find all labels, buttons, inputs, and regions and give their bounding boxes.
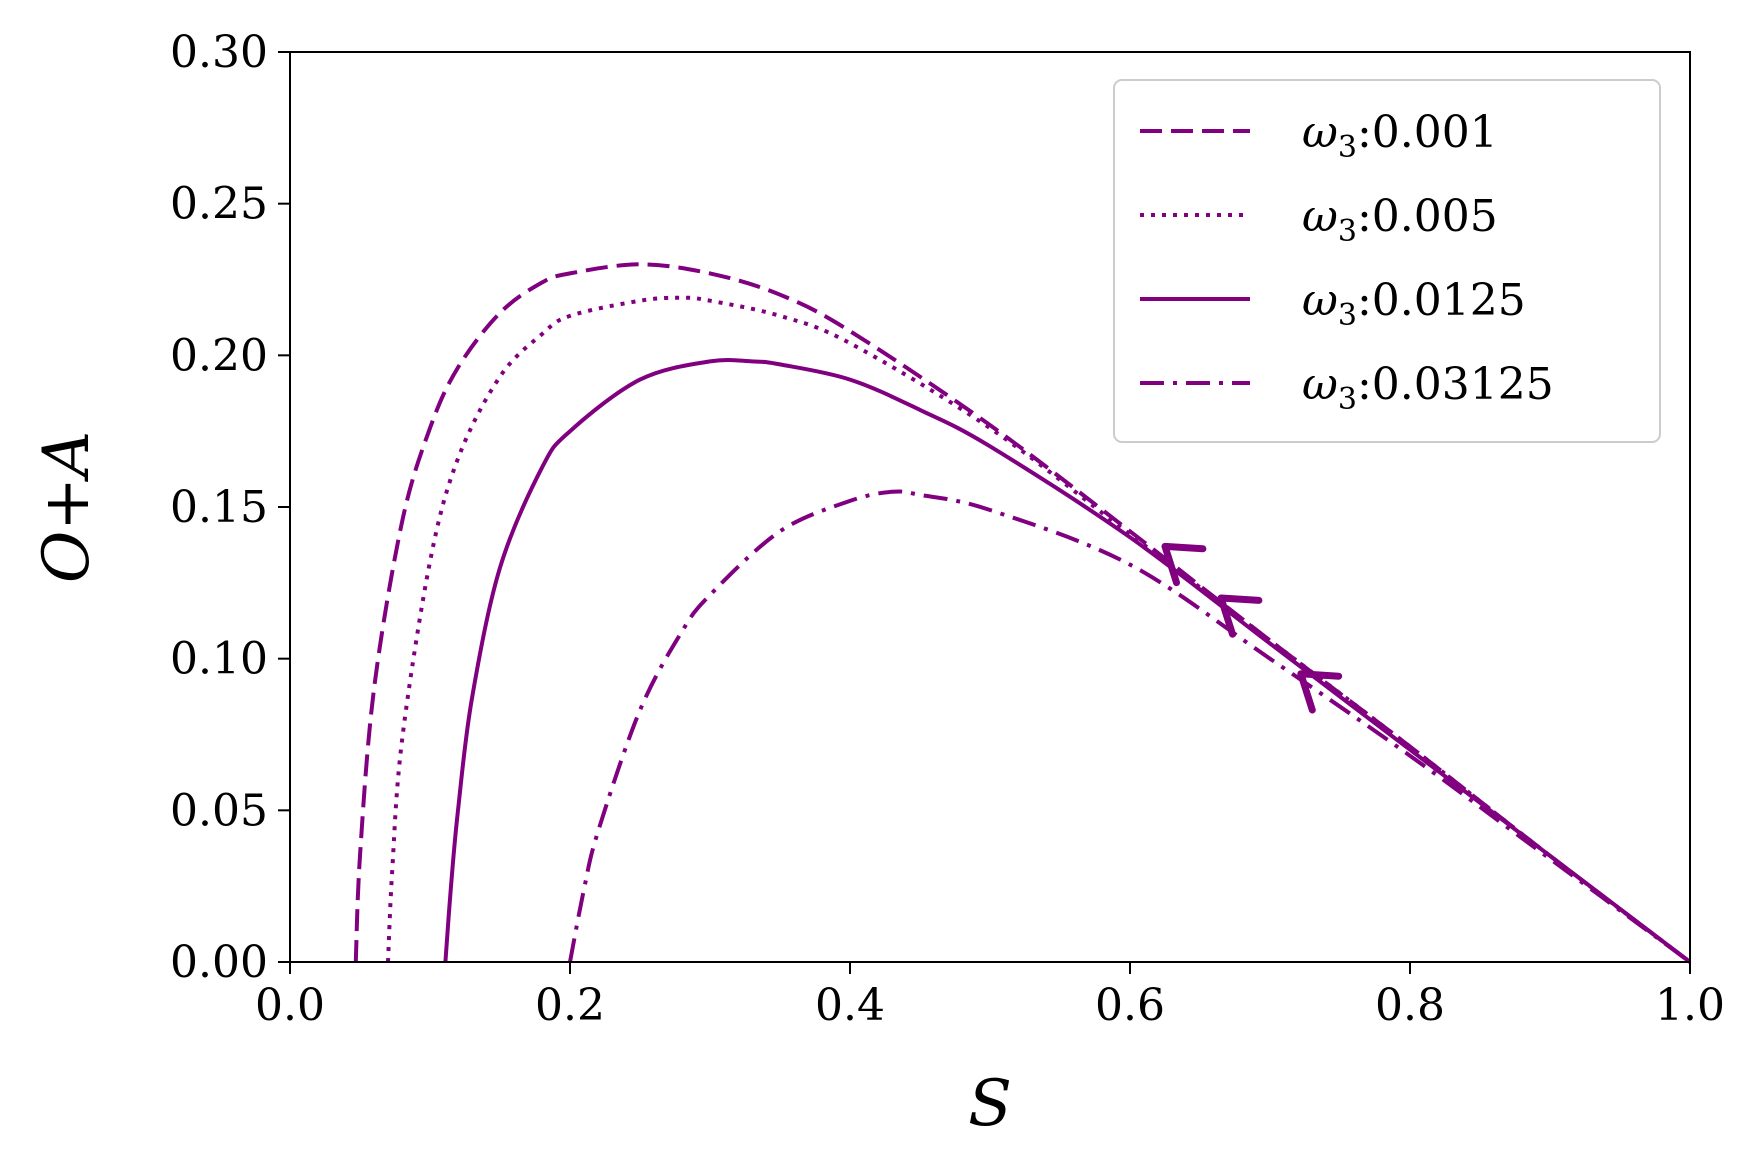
y-tick-label: 0.05 <box>170 785 268 836</box>
arrow-layer <box>1161 542 1343 714</box>
y-tick-label: 0.10 <box>170 634 268 685</box>
x-tick-label: 0.2 <box>535 980 605 1031</box>
direction-arrow-2 <box>1217 594 1263 638</box>
x-tick-label: 0.4 <box>815 980 885 1031</box>
x-tick-label: 0.8 <box>1375 980 1445 1031</box>
legend-label-3: ω3:0.0125 <box>1302 275 1526 333</box>
y-tick-label: 0.30 <box>170 27 268 78</box>
x-axis: 0.0 0.2 0.4 0.6 0.8 1.0 <box>255 962 1725 1031</box>
y-tick-label: 0.25 <box>170 179 268 230</box>
legend-label-4: ω3:0.03125 <box>1302 359 1554 417</box>
series-line-4 <box>568 489 1692 964</box>
y-axis: 0.00 0.05 0.10 0.15 0.20 0.25 0.30 <box>170 27 290 988</box>
series-line-3 <box>443 357 1692 964</box>
y-tick-label: 0.20 <box>170 330 268 381</box>
y-axis-label: O+A <box>30 431 104 583</box>
series-layer <box>353 262 1692 964</box>
direction-arrow-1 <box>1161 542 1207 587</box>
legend-label-1: ω3:0.001 <box>1302 107 1498 165</box>
y-tick-label: 0.00 <box>170 937 268 988</box>
series-line-2 <box>386 295 1692 964</box>
y-tick-label: 0.15 <box>170 482 268 533</box>
x-tick-label: 1.0 <box>1655 980 1725 1031</box>
series-line-1 <box>353 262 1692 964</box>
x-axis-label: S <box>968 1067 1012 1141</box>
legend-label-2: ω3:0.005 <box>1302 191 1498 249</box>
direction-arrow-3 <box>1297 670 1343 714</box>
legend: ω3:0.001 ω3:0.005 ω3:0.0125 ω3:0.03125 <box>1113 79 1661 443</box>
x-tick-label: 0.6 <box>1095 980 1165 1031</box>
legend-box <box>1113 79 1661 443</box>
x-tick-label: 0.0 <box>255 980 325 1031</box>
